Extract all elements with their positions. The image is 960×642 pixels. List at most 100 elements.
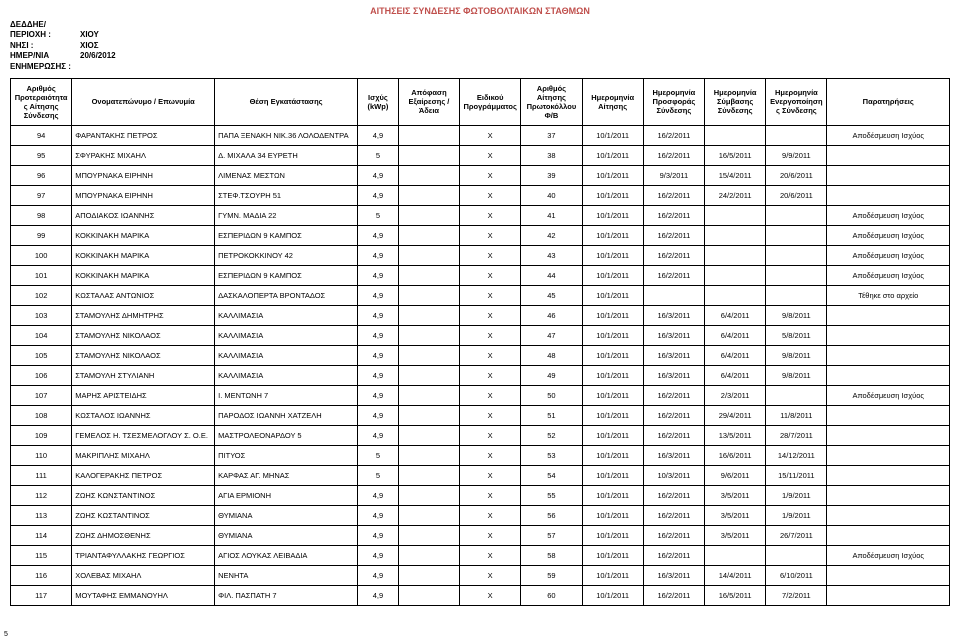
cell-kwp: 5 (358, 465, 399, 485)
cell-aa: 113 (11, 505, 72, 525)
cell-d1: 10/1/2011 (582, 125, 643, 145)
cell-ex (398, 565, 459, 585)
cell-prot: 41 (521, 205, 582, 225)
cell-d3: 24/2/2011 (705, 185, 766, 205)
cell-name: ΚΟΚΚΙΝΑΚΗ ΜΑΡΙΚΑ (72, 245, 215, 265)
cell-aa: 117 (11, 585, 72, 605)
cell-kwp: 4,9 (358, 225, 399, 245)
cell-ex (398, 225, 459, 245)
cell-aa: 95 (11, 145, 72, 165)
cell-kwp: 4,9 (358, 325, 399, 345)
cell-ex (398, 545, 459, 565)
table-row: 94ΦΑΡΑΝΤΑΚΗΣ ΠΕΤΡΟΣΠΑΠΑ ΞΕΝΑΚΗ ΝΙΚ.36 ΛΟ… (11, 125, 950, 145)
cell-name: ΣΤΑΜΟΥΛΗΣ ΝΙΚΟΛΑΟΣ (72, 345, 215, 365)
table-row: 103ΣΤΑΜΟΥΛΗΣ ΔΗΜΗΤΡΗΣΚΑΛΛΙΜΑΣΙΑ4,9Χ4610/… (11, 305, 950, 325)
cell-notes: Αποδέσμευση Ισχύος (827, 245, 950, 265)
table-row: 116ΧΟΛΕΒΑΣ ΜΙΧΑΗΛΝΕΝΗΤΑ4,9Χ5910/1/201116… (11, 565, 950, 585)
cell-notes: Αποδέσμευση Ισχύος (827, 265, 950, 285)
cell-d3: 3/5/2011 (705, 525, 766, 545)
cell-d2: 16/3/2011 (643, 325, 704, 345)
cell-ex (398, 345, 459, 365)
cell-name: ΣΤΑΜΟΥΛΗΣ ΔΗΜΗΤΡΗΣ (72, 305, 215, 325)
cell-d2: 16/2/2011 (643, 545, 704, 565)
cell-d1: 10/1/2011 (582, 145, 643, 165)
cell-d3: 15/4/2011 (705, 165, 766, 185)
cell-ex (398, 525, 459, 545)
cell-name: ΚΑΛΟΓΕΡΑΚΗΣ ΠΕΤΡΟΣ (72, 465, 215, 485)
cell-prog: Χ (460, 125, 521, 145)
cell-kwp: 4,9 (358, 545, 399, 565)
cell-d3 (705, 125, 766, 145)
cell-loc: ΚΑΛΛΙΜΑΣΙΑ (215, 345, 358, 365)
cell-notes (827, 505, 950, 525)
cell-kwp: 5 (358, 205, 399, 225)
cell-d2: 16/2/2011 (643, 485, 704, 505)
cell-ex (398, 465, 459, 485)
cell-aa: 99 (11, 225, 72, 245)
meta-date-value: 20/6/2012 (80, 51, 116, 72)
cell-name: ΚΩΣΤΑΛΑΣ ΑΝΤΩΝΙΟΣ (72, 285, 215, 305)
cell-prot: 38 (521, 145, 582, 165)
cell-aa: 102 (11, 285, 72, 305)
cell-ex (398, 585, 459, 605)
cell-name: ΚΟΚΚΙΝΑΚΗ ΜΑΡΙΚΑ (72, 265, 215, 285)
cell-ex (398, 405, 459, 425)
cell-prog: Χ (460, 145, 521, 165)
cell-d4 (766, 205, 827, 225)
cell-aa: 115 (11, 545, 72, 565)
cell-prot: 47 (521, 325, 582, 345)
cell-d4 (766, 285, 827, 305)
cell-prog: Χ (460, 365, 521, 385)
cell-notes (827, 485, 950, 505)
cell-loc: ΘΥΜΙΑΝΑ (215, 525, 358, 545)
cell-loc: Ι. ΜΕΝΤΩΝΗ 7 (215, 385, 358, 405)
cell-d4: 9/8/2011 (766, 365, 827, 385)
cell-d2: 10/3/2011 (643, 465, 704, 485)
cell-name: ΣΤΑΜΟΥΛΗ ΣΤΥΛΙΑΝΗ (72, 365, 215, 385)
cell-d1: 10/1/2011 (582, 185, 643, 205)
cell-prog: Χ (460, 305, 521, 325)
table-row: 115ΤΡΙΑΝΤΑΦΥΛΛΑΚΗΣ ΓΕΩΡΓΙΟΣΑΓΙΟΣ ΛΟΥΚΑΣ … (11, 545, 950, 565)
meta-island-value: ΧΙΟΣ (80, 41, 99, 51)
cell-prog: Χ (460, 465, 521, 485)
table-row: 110ΜΑΚΡΙΠΛΗΣ ΜΙΧΑΗΛΠΙΤΥΟΣ5Χ5310/1/201116… (11, 445, 950, 465)
table-row: 112ΖΩΗΣ ΚΩΝΣΤΑΝΤΙΝΟΣΑΓΙΑ ΕΡΜΙΟΝΗ4,9Χ5510… (11, 485, 950, 505)
cell-prot: 37 (521, 125, 582, 145)
cell-d3 (705, 265, 766, 285)
cell-aa: 112 (11, 485, 72, 505)
th-ex: Απόφαση Εξαίρεσης / Άδεια (398, 78, 459, 125)
cell-loc: ΛΙΜΕΝΑΣ ΜΕΣΤΩΝ (215, 165, 358, 185)
cell-loc: ΦΙΛ. ΠΑΣΠΑΤΗ 7 (215, 585, 358, 605)
th-prog: Ειδικού Προγράμματος (460, 78, 521, 125)
cell-d1: 10/1/2011 (582, 345, 643, 365)
th-d3: Ημερομηνία Σύμβασης Σύνδεσης (705, 78, 766, 125)
cell-d1: 10/1/2011 (582, 545, 643, 565)
cell-loc: ΚΑΛΛΙΜΑΣΙΑ (215, 325, 358, 345)
table-row: 108ΚΩΣΤΑΛΟΣ ΙΩΑΝΝΗΣΠΑΡΟΔΟΣ ΙΩΑΝΝΗ ΧΑΤΖΕΛ… (11, 405, 950, 425)
cell-d1: 10/1/2011 (582, 465, 643, 485)
cell-name: ΖΩΗΣ ΚΩΣΤΑΝΤΙΝΟΣ (72, 505, 215, 525)
cell-prog: Χ (460, 525, 521, 545)
cell-d3: 29/4/2011 (705, 405, 766, 425)
cell-prog: Χ (460, 205, 521, 225)
table-row: 99ΚΟΚΚΙΝΑΚΗ ΜΑΡΙΚΑΕΣΠΕΡΙΔΩΝ 9 ΚΑΜΠΟΣ4,9Χ… (11, 225, 950, 245)
cell-notes: Αποδέσμευση Ισχύος (827, 125, 950, 145)
cell-d2: 16/2/2011 (643, 205, 704, 225)
cell-kwp: 4,9 (358, 185, 399, 205)
cell-notes (827, 145, 950, 165)
cell-loc: ΠΑΠΑ ΞΕΝΑΚΗ ΝΙΚ.36 ΛΟΛΟΔΕΝΤΡΑ (215, 125, 358, 145)
meta-island-label: ΝΗΣΙ : (10, 41, 80, 51)
cell-prot: 57 (521, 525, 582, 545)
cell-notes (827, 565, 950, 585)
cell-d3 (705, 225, 766, 245)
cell-kwp: 4,9 (358, 345, 399, 365)
cell-d1: 10/1/2011 (582, 285, 643, 305)
cell-d2: 16/2/2011 (643, 145, 704, 165)
cell-d2: 16/2/2011 (643, 245, 704, 265)
cell-d3: 6/4/2011 (705, 365, 766, 385)
cell-d4: 9/8/2011 (766, 305, 827, 325)
cell-d4: 9/8/2011 (766, 345, 827, 365)
th-prot: Αριθμός Αίτησης Πρωτοκόλλου Φ/Β (521, 78, 582, 125)
cell-d4: 11/8/2011 (766, 405, 827, 425)
cell-prog: Χ (460, 165, 521, 185)
